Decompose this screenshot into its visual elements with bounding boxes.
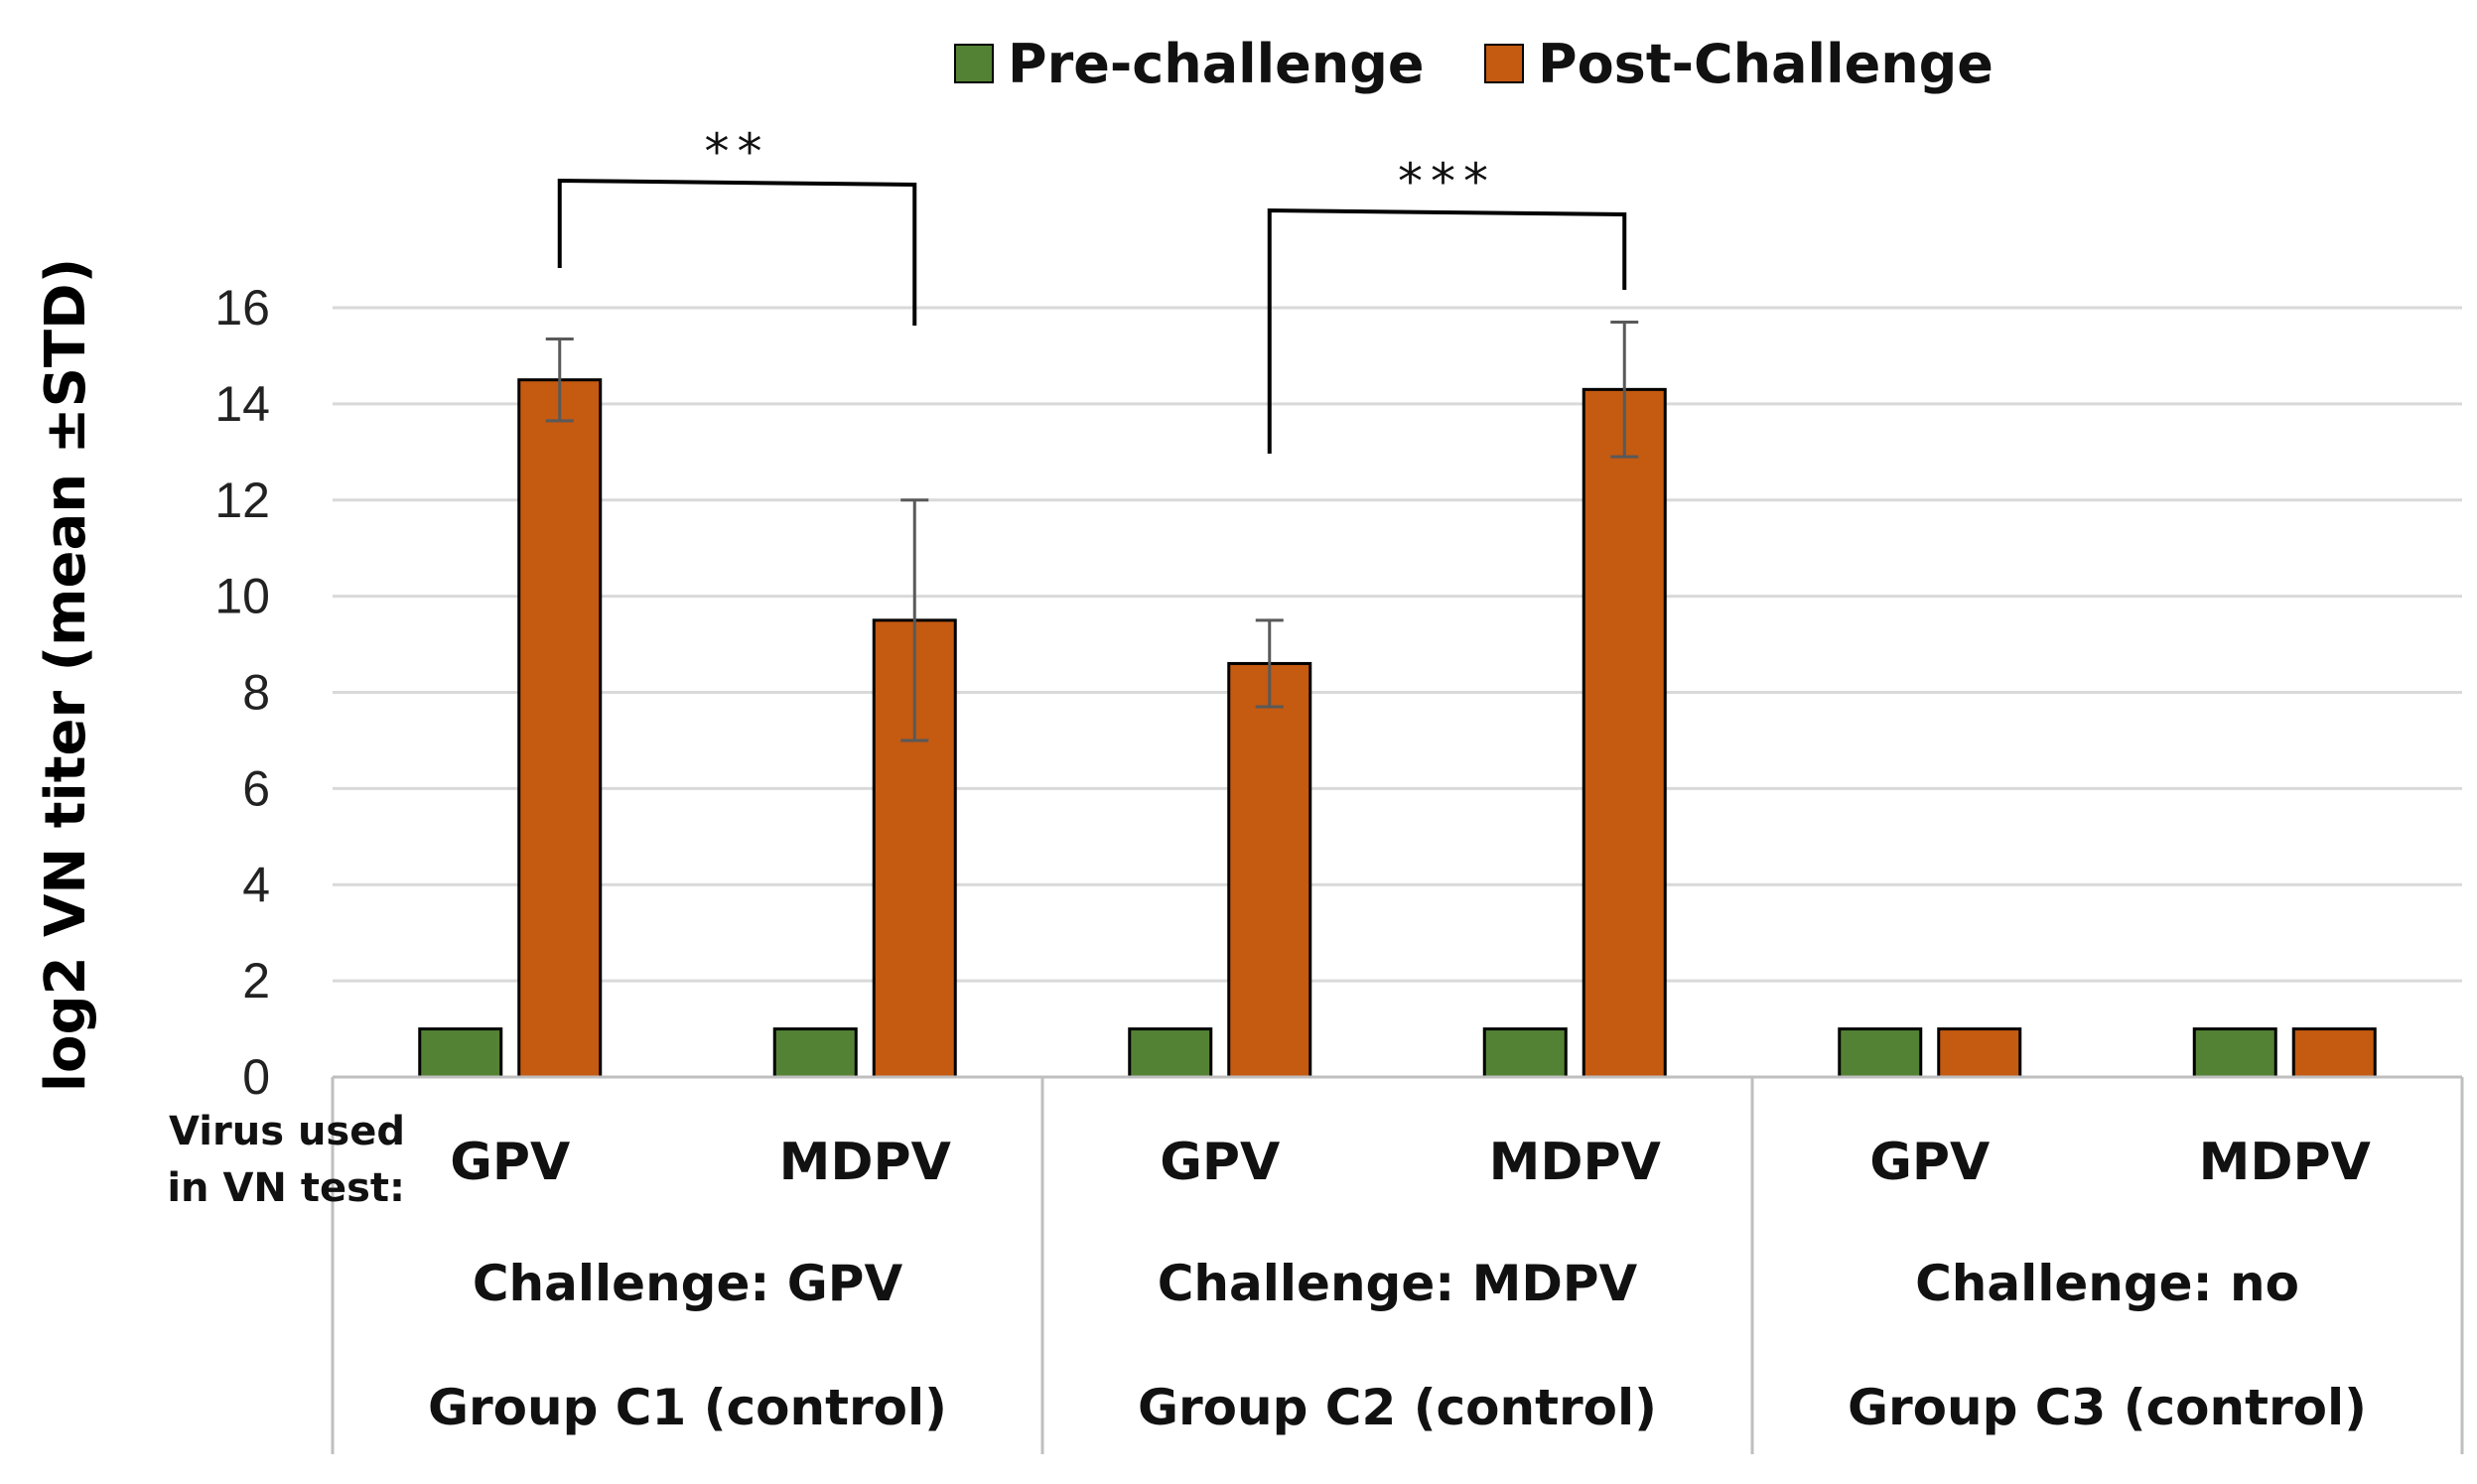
y-tick-label: 10: [214, 569, 270, 624]
bar-post-challenge: [2291, 1027, 2377, 1079]
group-name-label: Group C3 (control): [1848, 1379, 2367, 1436]
group-name-label: Group C2 (control): [1138, 1379, 1657, 1436]
y-tick-label: 12: [214, 472, 270, 528]
significance-label: **: [705, 123, 770, 181]
significance-brackets: *****: [557, 123, 1627, 454]
y-tick-label: 0: [242, 1049, 270, 1105]
y-tick-labels: 0 2 4 6 8 10 12 14 16: [214, 280, 270, 1105]
row-label-line1: Virus used: [169, 1109, 405, 1154]
error-bars: [545, 321, 1639, 742]
significance-bracket: [557, 178, 917, 326]
y-tick-label: 4: [242, 857, 270, 912]
y-tick-label: 8: [242, 665, 270, 721]
y-axis-title: log2 VN titer (mean ±STD): [34, 258, 98, 1092]
group-challenge-label: Challenge: GPV: [473, 1255, 903, 1312]
bar-pre-challenge: [2192, 1027, 2277, 1079]
significance-bracket: [1267, 207, 1627, 454]
group-name-label: Group C1 (control): [428, 1379, 947, 1436]
y-tick-label: 2: [242, 953, 270, 1009]
category-label: MDPV: [1489, 1133, 1661, 1192]
category-label: GPV: [1160, 1133, 1280, 1192]
legend: Pre-challenge Post-Challenge: [954, 33, 1994, 95]
bar-pre-challenge: [1482, 1027, 1568, 1079]
category-label: GPV: [1869, 1133, 1990, 1192]
category-label: MDPV: [2199, 1133, 2371, 1192]
row-label-line2: in VN test:: [167, 1165, 405, 1211]
bar-pre-challenge: [1838, 1027, 1923, 1079]
gridlines: [333, 306, 2462, 983]
bar-pre-challenge: [1128, 1027, 1213, 1079]
bar-pre-challenge: [418, 1027, 503, 1079]
y-tick-label: 14: [214, 376, 270, 432]
bar-post-challenge: [1937, 1027, 2022, 1079]
legend-swatch-pre: [954, 44, 994, 83]
significance-label: ***: [1398, 153, 1496, 210]
group-challenge-label: Challenge: no: [1915, 1255, 2299, 1312]
bar-pre-challenge: [772, 1027, 858, 1079]
legend-swatch-post: [1484, 44, 1524, 83]
y-tick-label: 16: [214, 280, 270, 336]
bar-post-challenge: [517, 378, 603, 1079]
group-challenge-label: Challenge: MDPV: [1158, 1255, 1638, 1312]
category-label: MDPV: [779, 1133, 951, 1192]
bar-post-challenge: [1582, 387, 1667, 1079]
bar-post-challenge: [1227, 661, 1312, 1079]
bars: [418, 378, 2377, 1079]
legend-label-post: Post-Challenge: [1538, 33, 1994, 95]
legend-label-pre: Pre-challenge: [1008, 33, 1425, 95]
y-tick-label: 6: [242, 760, 270, 816]
category-label: GPV: [450, 1133, 570, 1192]
x-axis: GPV MDPV GPV MDPV GPV MDPV Challenge: GPV Group…: [331, 1075, 2464, 1454]
